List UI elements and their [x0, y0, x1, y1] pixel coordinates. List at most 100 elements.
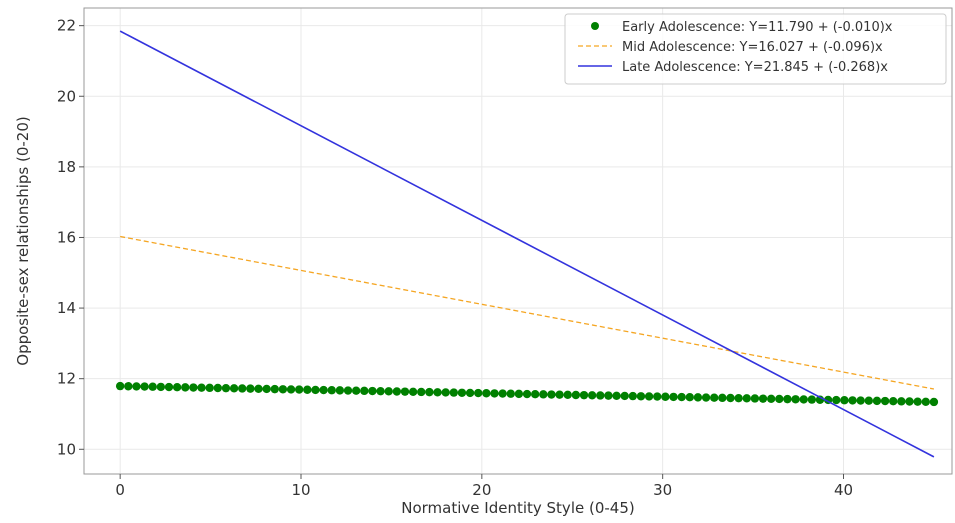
data-point	[710, 393, 719, 402]
data-point	[124, 382, 133, 391]
data-point	[653, 392, 662, 401]
data-point	[913, 397, 922, 406]
data-point	[189, 383, 198, 392]
data-point	[718, 393, 727, 403]
data-point	[701, 393, 711, 402]
x-tick-label: 10	[291, 481, 310, 499]
data-point	[449, 388, 459, 397]
x-axis-label: Normative Identity Style (0-45)	[401, 499, 634, 517]
data-point	[596, 391, 605, 400]
data-point	[555, 390, 564, 399]
data-point	[140, 382, 149, 391]
data-point	[563, 390, 572, 400]
data-point	[848, 396, 857, 405]
data-point	[539, 390, 548, 399]
x-tick-label: 20	[472, 481, 491, 499]
data-point	[734, 393, 743, 403]
data-point	[628, 391, 638, 401]
series-late-adolescence-line	[119, 30, 935, 458]
data-point	[921, 397, 930, 407]
data-point	[799, 395, 808, 404]
series-layer	[115, 30, 939, 458]
data-point	[164, 382, 174, 392]
data-point	[368, 386, 377, 396]
y-tick-label: 22	[57, 17, 76, 35]
data-point	[742, 394, 751, 403]
data-point	[832, 395, 841, 405]
x-tick-label: 30	[653, 481, 672, 499]
data-point	[840, 396, 849, 405]
data-point	[547, 390, 556, 399]
data-point	[262, 384, 271, 394]
data-point	[669, 392, 678, 402]
y-tick-label: 16	[57, 228, 76, 246]
data-point	[474, 388, 483, 398]
legend-entry-label: Late Adolescence: Y=21.845 + (-0.268)x	[622, 60, 888, 75]
data-point	[441, 388, 450, 397]
data-point	[156, 382, 166, 392]
y-tick-label: 14	[57, 299, 76, 317]
x-tick-label: 0	[115, 481, 125, 499]
data-point	[693, 393, 703, 402]
series-early-adolescence-points	[115, 381, 939, 407]
data-point	[506, 389, 515, 398]
data-point	[457, 388, 467, 397]
data-point	[490, 389, 499, 398]
data-point	[620, 391, 629, 401]
data-point	[612, 391, 621, 400]
y-axis-label: Opposite-sex relationships (0-20)	[14, 116, 32, 365]
grid	[84, 8, 952, 474]
data-point	[604, 391, 613, 400]
data-point	[433, 388, 442, 397]
data-point	[254, 384, 263, 393]
legend-marker-early-adolescence	[591, 22, 599, 30]
data-point	[587, 391, 597, 400]
data-point	[335, 386, 345, 395]
data-point	[889, 396, 898, 406]
data-point	[246, 384, 255, 393]
data-point	[530, 389, 540, 399]
data-point	[465, 388, 475, 398]
data-point	[897, 397, 906, 406]
y-tick-label: 10	[57, 440, 76, 458]
data-point	[677, 392, 686, 402]
data-point	[905, 397, 914, 406]
data-point	[766, 394, 776, 404]
data-point	[685, 393, 694, 402]
data-point	[270, 384, 279, 394]
data-point	[758, 394, 768, 403]
data-point	[172, 383, 182, 392]
data-point	[400, 387, 410, 396]
data-point	[571, 390, 581, 400]
data-point	[327, 386, 336, 395]
data-point	[775, 394, 784, 404]
data-point	[360, 386, 369, 396]
data-point	[791, 395, 800, 404]
data-point	[750, 394, 760, 403]
data-point	[132, 382, 141, 391]
y-tick-label: 18	[57, 158, 76, 176]
data-point	[238, 384, 247, 393]
data-point	[286, 385, 296, 394]
data-point	[221, 383, 231, 393]
data-point	[425, 387, 434, 397]
data-point	[644, 392, 654, 401]
data-point	[351, 386, 361, 395]
y-tick-label: 20	[57, 87, 76, 105]
data-point	[482, 389, 491, 398]
legend: Early Adolescence: Y=11.790 + (-0.010)x M…	[564, 13, 947, 85]
data-point	[148, 382, 157, 391]
data-point	[229, 384, 239, 393]
data-point	[294, 385, 304, 394]
data-point	[856, 396, 865, 405]
y-tick-label: 12	[57, 370, 76, 388]
data-point	[807, 395, 817, 404]
data-point	[864, 396, 874, 405]
data-point	[384, 387, 393, 396]
data-point	[343, 386, 353, 395]
data-point	[181, 383, 190, 392]
data-point	[392, 387, 402, 396]
x-tick-label: 40	[834, 481, 853, 499]
